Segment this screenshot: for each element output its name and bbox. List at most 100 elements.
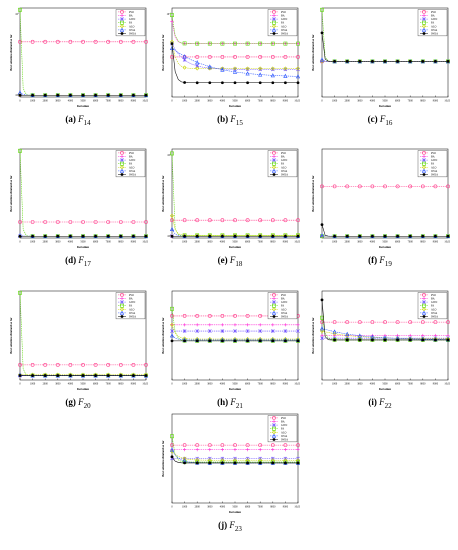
series-marker	[208, 323, 212, 327]
series-marker	[68, 39, 73, 44]
series-marker	[93, 39, 98, 44]
x-tick-label: 1000	[332, 241, 338, 244]
x-tick-label: 1000	[182, 383, 188, 386]
legend-label: PSO	[281, 11, 286, 14]
x-tick-label: 4000	[370, 383, 376, 386]
series-marker	[93, 362, 98, 367]
x-tick-label: 5000	[80, 241, 86, 244]
x-tick-label: 9000	[283, 241, 289, 244]
x-tick-label: 2000	[345, 100, 351, 103]
legend-label: WOA	[431, 170, 437, 173]
series-marker	[195, 323, 199, 327]
series-marker	[94, 374, 97, 377]
x-tick-label: 0	[171, 383, 173, 386]
series-marker	[357, 184, 362, 189]
series-line	[171, 43, 299, 70]
series-marker	[182, 314, 187, 318]
series-marker	[132, 374, 135, 377]
series-marker	[43, 234, 47, 238]
series-marker	[170, 455, 174, 459]
series-marker	[220, 66, 225, 71]
series-marker	[358, 234, 362, 238]
x-axis-label: Iteration	[379, 387, 391, 391]
panel-caption: (a) F14	[3, 114, 153, 127]
series-marker	[383, 60, 387, 63]
chart-panel: 0 1000 2000 3000 4000 5000 6000 7000 8000 9000 10,…	[160, 408, 302, 533]
series-marker	[370, 320, 375, 325]
x-tick-label: 10,000	[294, 506, 300, 509]
series-marker	[320, 31, 324, 35]
legend-label: FA	[129, 22, 132, 25]
caption-letter: (b)	[217, 114, 229, 124]
caption-function: F	[379, 397, 385, 407]
legend-label: IWOA	[281, 316, 288, 319]
series-marker	[320, 223, 324, 227]
legend-label: GWO	[431, 301, 437, 304]
legend-marker	[120, 158, 124, 162]
series-marker	[183, 81, 186, 84]
x-tick-label: 0	[171, 100, 173, 103]
series-marker	[208, 81, 212, 85]
series-marker	[183, 448, 187, 452]
series-marker	[319, 329, 325, 334]
series-marker	[446, 60, 450, 63]
legend-marker	[422, 9, 426, 14]
series-marker	[358, 338, 362, 342]
series-marker	[333, 59, 336, 63]
legend-label: PSO	[431, 152, 436, 155]
series-pso	[18, 39, 148, 44]
series-pso	[18, 362, 148, 367]
series-marker	[371, 338, 374, 342]
series-marker	[245, 41, 250, 46]
panel-caption: (h) F21	[155, 397, 305, 410]
series-marker	[446, 320, 450, 325]
series-marker	[144, 93, 148, 97]
series-marker	[421, 338, 425, 342]
x-axis-label: Iteration	[379, 104, 391, 108]
chart-svg: 0 1000 2000 3000 4000 5000 6000 7000 8000 9000 10,…	[9, 148, 150, 249]
series-iwoa	[170, 339, 300, 343]
series-marker	[319, 59, 325, 64]
legend-marker	[422, 32, 426, 35]
series-marker	[446, 333, 450, 338]
series-marker	[296, 55, 300, 59]
y-axis-label: Best solution obtained so far	[311, 317, 315, 354]
legend-label: GWO	[281, 424, 287, 427]
series-marker	[396, 234, 399, 238]
x-tick-label: 3000	[357, 241, 363, 244]
series-marker	[31, 93, 34, 97]
x-tick-label: 6000	[245, 383, 251, 386]
series-marker	[283, 323, 287, 327]
series-marker	[31, 234, 34, 238]
series-marker	[345, 320, 350, 325]
x-tick-label: 5000	[80, 100, 86, 103]
legend-label: WOA	[281, 312, 287, 315]
legend-marker	[422, 296, 426, 301]
series-marker	[258, 443, 263, 448]
series-marker	[371, 234, 374, 238]
series-marker	[320, 336, 324, 340]
series-marker	[320, 333, 324, 338]
series-marker	[283, 73, 288, 78]
x-tick-label: 4000	[220, 100, 226, 103]
series-marker	[434, 234, 437, 238]
series-marker	[434, 338, 437, 342]
legend-label: IWOA	[129, 174, 136, 177]
series-marker	[170, 13, 174, 18]
legend-label: WOA	[281, 435, 287, 438]
x-tick-label: 3000	[357, 100, 363, 103]
series-marker	[144, 234, 148, 238]
series-marker	[233, 314, 237, 318]
x-tick-label: 5000	[232, 100, 238, 103]
series-marker	[320, 184, 324, 189]
caption-subscript: 19	[384, 259, 392, 268]
series-marker	[345, 234, 349, 238]
series-marker	[270, 55, 275, 59]
series-marker	[258, 329, 263, 333]
legend-marker	[120, 154, 124, 159]
x-tick-label: 7000	[106, 100, 112, 103]
series-marker	[271, 323, 275, 327]
series-marker	[320, 7, 324, 12]
chart-panel: 0 1000 2000 3000 4000 5000 6000 7000 8000 9000 10,…	[160, 2, 302, 127]
